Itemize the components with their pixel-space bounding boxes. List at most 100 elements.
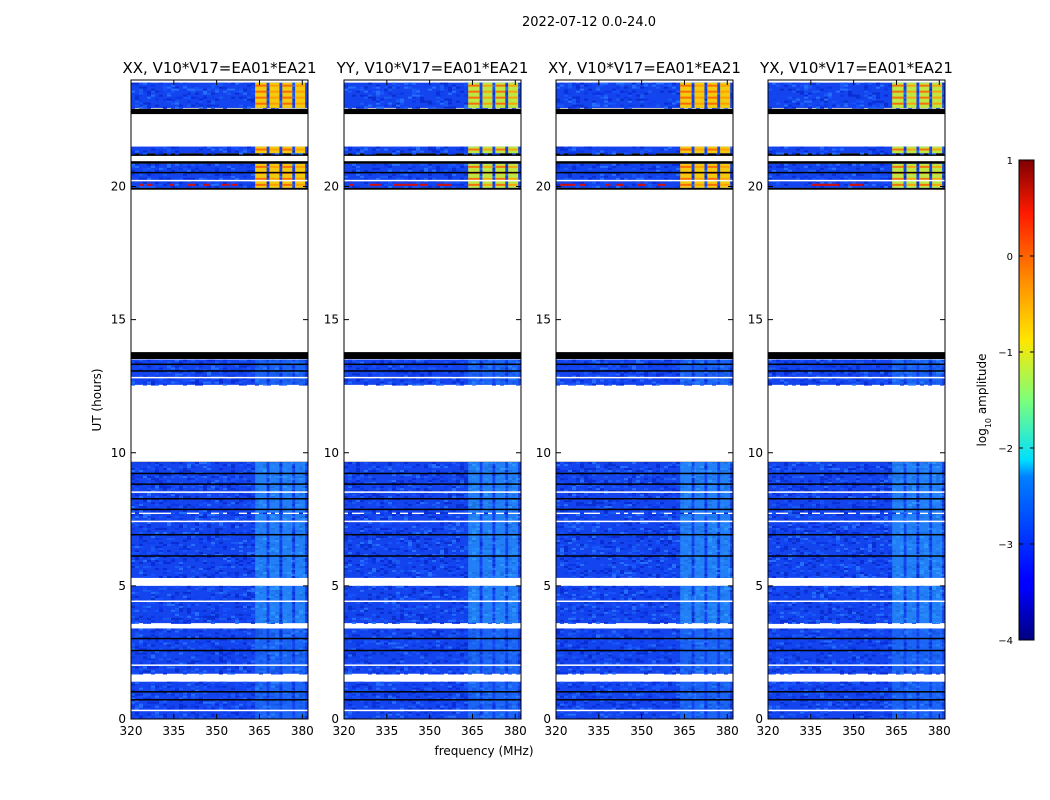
noise-cell xyxy=(303,523,307,526)
noise-cell xyxy=(516,615,520,618)
noise-cell xyxy=(452,638,456,641)
noise-cell xyxy=(207,510,211,513)
noise-cell xyxy=(151,553,155,556)
noise-cell xyxy=(452,593,456,596)
noise-cell xyxy=(488,695,492,698)
noise-cell xyxy=(275,591,279,594)
noise-cell xyxy=(175,642,179,645)
noise-cell xyxy=(167,569,171,572)
noise-cell xyxy=(396,601,400,604)
noise-cell xyxy=(131,150,135,153)
noise-cell xyxy=(500,601,504,604)
noise-cell xyxy=(408,607,412,610)
noise-cell xyxy=(167,644,171,647)
noise-cell xyxy=(516,672,520,675)
noise-cell xyxy=(279,504,283,507)
noise-cell xyxy=(259,541,263,544)
noise-cell xyxy=(135,555,139,558)
noise-cell xyxy=(187,607,191,610)
noise-cell xyxy=(195,521,199,524)
noise-cell xyxy=(219,689,223,692)
noise-cell xyxy=(388,711,392,714)
noise-cell xyxy=(143,648,147,651)
noise-cell xyxy=(235,605,239,608)
noise-cell xyxy=(215,699,219,702)
noise-cell xyxy=(211,169,215,172)
noise-cell xyxy=(275,705,279,708)
noise-cell xyxy=(344,525,348,528)
noise-cell xyxy=(171,476,175,479)
noise-cell xyxy=(183,177,187,180)
noise-cell xyxy=(263,613,267,616)
noise-cell xyxy=(231,512,235,515)
noise-cell xyxy=(279,175,283,178)
noise-cell xyxy=(279,601,283,604)
noise-cell xyxy=(279,621,283,624)
noise-cell xyxy=(135,361,139,364)
noise-cell xyxy=(135,636,139,639)
noise-cell xyxy=(191,476,195,479)
noise-cell xyxy=(243,593,247,596)
noise-cell xyxy=(436,585,440,588)
noise-cell xyxy=(223,100,227,103)
noise-cell xyxy=(175,102,179,105)
noise-cell xyxy=(235,513,239,516)
noise-cell xyxy=(175,636,179,639)
noise-cell xyxy=(303,630,307,633)
noise-cell xyxy=(291,504,295,507)
noise-cell xyxy=(456,591,460,594)
noise-cell xyxy=(392,683,396,686)
noise-cell xyxy=(372,717,376,719)
noise-cell xyxy=(299,658,303,661)
noise-cell xyxy=(279,634,283,637)
noise-cell xyxy=(259,484,263,487)
noise-cell xyxy=(259,359,263,362)
noise-cell xyxy=(243,697,247,700)
noise-cell xyxy=(231,648,235,651)
noise-cell xyxy=(376,711,380,714)
noise-cell xyxy=(267,697,271,700)
noise-cell xyxy=(235,636,239,639)
noise-cell xyxy=(287,523,291,526)
noise-cell xyxy=(159,486,163,489)
noise-cell xyxy=(408,619,412,622)
noise-cell xyxy=(380,591,384,594)
noise-cell xyxy=(452,695,456,698)
noise-cell xyxy=(504,591,508,594)
noise-cell xyxy=(452,713,456,716)
noise-cell xyxy=(299,379,303,382)
noise-cell xyxy=(171,707,175,710)
noise-cell xyxy=(472,652,476,655)
noise-cell xyxy=(239,383,243,386)
noise-cell xyxy=(135,595,139,598)
noise-cell xyxy=(368,587,372,590)
noise-cell xyxy=(500,595,504,598)
noise-cell xyxy=(348,611,352,614)
noise-cell xyxy=(299,492,303,495)
noise-cell xyxy=(175,670,179,673)
noise-cell xyxy=(167,148,171,151)
noise-cell xyxy=(283,559,287,562)
noise-cell xyxy=(179,575,183,578)
noise-cell xyxy=(303,603,307,606)
noise-cell xyxy=(496,644,500,647)
noise-cell xyxy=(504,630,508,633)
noise-cell xyxy=(291,630,295,633)
noise-cell xyxy=(207,515,211,518)
noise-cell xyxy=(191,381,195,384)
noise-cell xyxy=(344,656,348,659)
noise-cell xyxy=(388,640,392,643)
noise-cell xyxy=(468,589,472,592)
noise-cell xyxy=(388,537,392,540)
noise-cell xyxy=(372,591,376,594)
noise-cell xyxy=(163,494,167,497)
noise-cell xyxy=(223,502,227,505)
noise-cell xyxy=(163,619,167,622)
noise-cell xyxy=(231,527,235,530)
noise-cell xyxy=(135,603,139,606)
noise-cell xyxy=(155,717,159,719)
noise-cell xyxy=(219,591,223,594)
noise-cell xyxy=(372,531,376,534)
noise-cell xyxy=(259,527,263,530)
noise-cell xyxy=(384,587,388,590)
